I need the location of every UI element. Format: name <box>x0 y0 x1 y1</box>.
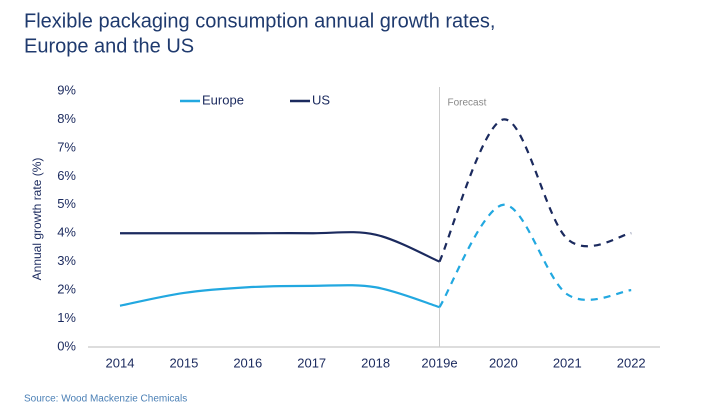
y-tick-label: 7% <box>57 139 76 154</box>
legend-label: Europe <box>202 92 244 107</box>
x-tick-label: 2017 <box>297 355 326 370</box>
x-tick-label: 2021 <box>553 355 582 370</box>
legend-label: US <box>312 92 330 107</box>
y-tick-label: 5% <box>57 196 76 211</box>
x-tick-label: 2018 <box>361 355 390 370</box>
y-axis-label: Annual growth rate (%) <box>30 158 44 281</box>
line-series <box>119 231 440 263</box>
y-tick-label: 6% <box>57 168 76 183</box>
y-tick-label: 0% <box>57 338 76 353</box>
annotation: Forecast <box>448 98 487 109</box>
chart-subtitle: Europe and the US <box>24 35 194 57</box>
x-tick-label: 2022 <box>617 355 646 370</box>
y-tick-label: 8% <box>57 111 76 126</box>
x-tick-label: 2016 <box>233 355 262 370</box>
y-tick-label: 2% <box>57 282 76 297</box>
line-series <box>438 203 632 308</box>
x-tick-label: 2014 <box>106 355 135 370</box>
y-tick-label: 4% <box>57 225 76 240</box>
y-tick-label: 3% <box>57 253 76 268</box>
source: Source: Wood Mackenzie Chemicals <box>24 394 187 405</box>
x-tick-label: 2015 <box>169 355 198 370</box>
line-series <box>119 284 440 309</box>
line-series <box>438 118 632 263</box>
chart-title: Flexible packaging consumption annual gr… <box>24 10 495 32</box>
y-tick-label: 1% <box>57 310 76 325</box>
x-tick-label: 2020 <box>489 355 518 370</box>
y-tick-label: 9% <box>57 82 76 97</box>
x-tick-label: 2019e <box>421 355 457 370</box>
